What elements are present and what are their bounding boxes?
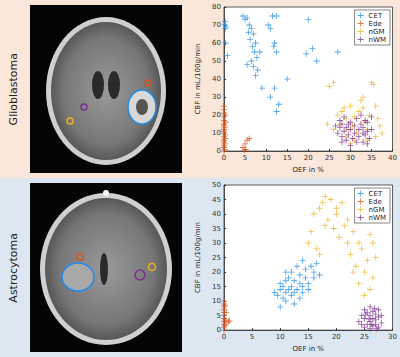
svg-text:20: 20 — [304, 154, 313, 162]
svg-text:nWM: nWM — [369, 214, 386, 222]
svg-text:45: 45 — [212, 196, 221, 204]
svg-text:15: 15 — [212, 283, 221, 291]
svg-text:10: 10 — [212, 129, 221, 137]
svg-text:nGM: nGM — [369, 206, 385, 214]
svg-text:25: 25 — [325, 154, 334, 162]
svg-text:40: 40 — [388, 154, 397, 162]
svg-text:nWM: nWM — [369, 36, 386, 44]
svg-text:CBF in mL/100g/min: CBF in mL/100g/min — [194, 222, 202, 293]
svg-text:0: 0 — [222, 333, 226, 341]
svg-text:80: 80 — [212, 3, 221, 11]
svg-text:10: 10 — [262, 154, 271, 162]
svg-text:5: 5 — [217, 312, 221, 320]
svg-text:60: 60 — [212, 39, 221, 47]
svg-text:35: 35 — [367, 154, 376, 162]
svg-text:20: 20 — [212, 268, 221, 276]
svg-text:50: 50 — [212, 57, 221, 65]
svg-text:OEF in %: OEF in % — [293, 345, 325, 353]
svg-text:0: 0 — [217, 326, 221, 334]
svg-text:40: 40 — [212, 75, 221, 83]
svg-text:15: 15 — [283, 154, 292, 162]
svg-text:30: 30 — [388, 333, 397, 341]
svg-text:10: 10 — [276, 333, 285, 341]
svg-text:30: 30 — [212, 239, 221, 247]
svg-text:10: 10 — [212, 297, 221, 305]
svg-text:0: 0 — [222, 154, 226, 162]
svg-text:25: 25 — [360, 333, 369, 341]
svg-text:5: 5 — [243, 154, 247, 162]
html-text:Astrocytoma: Astrocytoma — [6, 232, 20, 303]
svg-text:OEF in %: OEF in % — [293, 166, 325, 174]
html-text:Glioblastoma: Glioblastoma — [6, 52, 20, 126]
svg-text:15: 15 — [304, 333, 313, 341]
svg-text:30: 30 — [212, 93, 221, 101]
svg-text:CET: CET — [369, 190, 383, 198]
svg-text:5: 5 — [250, 333, 254, 341]
svg-text:Ede: Ede — [369, 198, 382, 206]
svg-text:0: 0 — [217, 147, 221, 155]
svg-text:nGM: nGM — [369, 28, 385, 36]
svg-text:CET: CET — [369, 12, 383, 20]
svg-text:20: 20 — [332, 333, 341, 341]
svg-text:20: 20 — [212, 111, 221, 119]
svg-text:CBF in mL/100g/min: CBF in mL/100g/min — [194, 44, 202, 115]
svg-text:30: 30 — [346, 154, 355, 162]
svg-text:70: 70 — [212, 21, 221, 29]
svg-text:40: 40 — [212, 210, 221, 218]
svg-text:35: 35 — [212, 225, 221, 233]
svg-text:Ede: Ede — [369, 20, 382, 28]
svg-text:50: 50 — [212, 181, 221, 189]
svg-text:25: 25 — [212, 254, 221, 262]
